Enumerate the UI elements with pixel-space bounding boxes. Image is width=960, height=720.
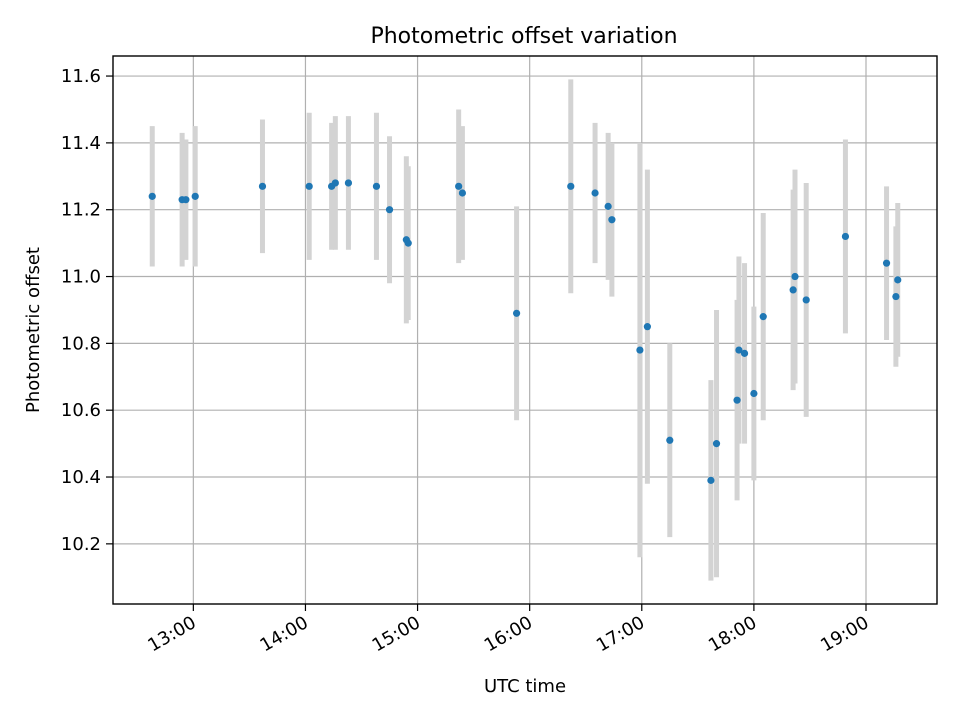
data-point <box>608 216 616 224</box>
data-point <box>191 192 199 200</box>
data-point <box>759 313 767 321</box>
data-point <box>707 476 715 484</box>
y-tick-label: 10.6 <box>61 400 101 421</box>
data-point <box>666 436 674 444</box>
data-point <box>750 389 758 398</box>
grid <box>113 56 937 604</box>
data-point <box>604 202 612 210</box>
data-point <box>258 182 267 190</box>
x-axis-ticks: 13:00 14:00 15:00 16:00 17:00 18:00 19:00 <box>144 604 872 656</box>
data-point <box>455 182 463 190</box>
y-tick-label: 11.2 <box>61 200 101 221</box>
y-tick-label: 10.4 <box>61 467 101 488</box>
data-point <box>894 276 902 284</box>
data-point <box>591 189 599 197</box>
data-point <box>512 309 521 317</box>
data-point <box>148 192 156 200</box>
data-point <box>331 179 339 187</box>
y-tick-label: 10.2 <box>61 534 101 555</box>
data-point <box>643 323 651 331</box>
x-tick-label: 14:00 <box>257 612 312 656</box>
data-point <box>789 286 797 294</box>
y-tick-label: 11.4 <box>61 133 101 154</box>
x-tick-label: 13:00 <box>144 612 199 656</box>
data-point <box>740 349 749 357</box>
error-bars <box>149 79 901 581</box>
x-tick-label: 16:00 <box>481 612 536 656</box>
x-tick-label: 17:00 <box>593 612 648 656</box>
y-tick-label: 11.6 <box>61 66 101 87</box>
x-tick-label: 18:00 <box>705 612 760 656</box>
x-tick-label: 19:00 <box>817 612 872 656</box>
data-point <box>841 232 850 241</box>
x-tick-label: 15:00 <box>369 612 424 656</box>
data-point <box>892 292 900 301</box>
data-point <box>735 346 743 354</box>
y-tick-label: 11.0 <box>61 267 101 288</box>
data-point <box>385 206 394 214</box>
data-point <box>712 440 721 448</box>
data-point <box>404 239 412 247</box>
y-axis-label: Photometric offset <box>23 247 44 413</box>
data-point <box>882 259 891 267</box>
data-point <box>372 182 381 190</box>
data-point <box>733 396 741 404</box>
data-point <box>791 272 799 281</box>
data-point <box>802 296 810 304</box>
data-point <box>305 182 313 190</box>
data-point <box>567 182 575 190</box>
y-axis-ticks: 10.2 10.4 10.6 10.8 11.0 11.2 11.4 11.6 <box>61 66 113 555</box>
plot-frame <box>112 55 938 605</box>
x-axis-label: UTC time <box>484 676 566 697</box>
chart-title: Photometric offset variation <box>370 24 677 49</box>
data-point <box>458 189 467 197</box>
data-point <box>182 196 190 204</box>
data-point <box>636 346 644 354</box>
y-tick-label: 10.8 <box>61 333 101 354</box>
data-points <box>148 179 902 484</box>
data-point <box>344 179 353 187</box>
